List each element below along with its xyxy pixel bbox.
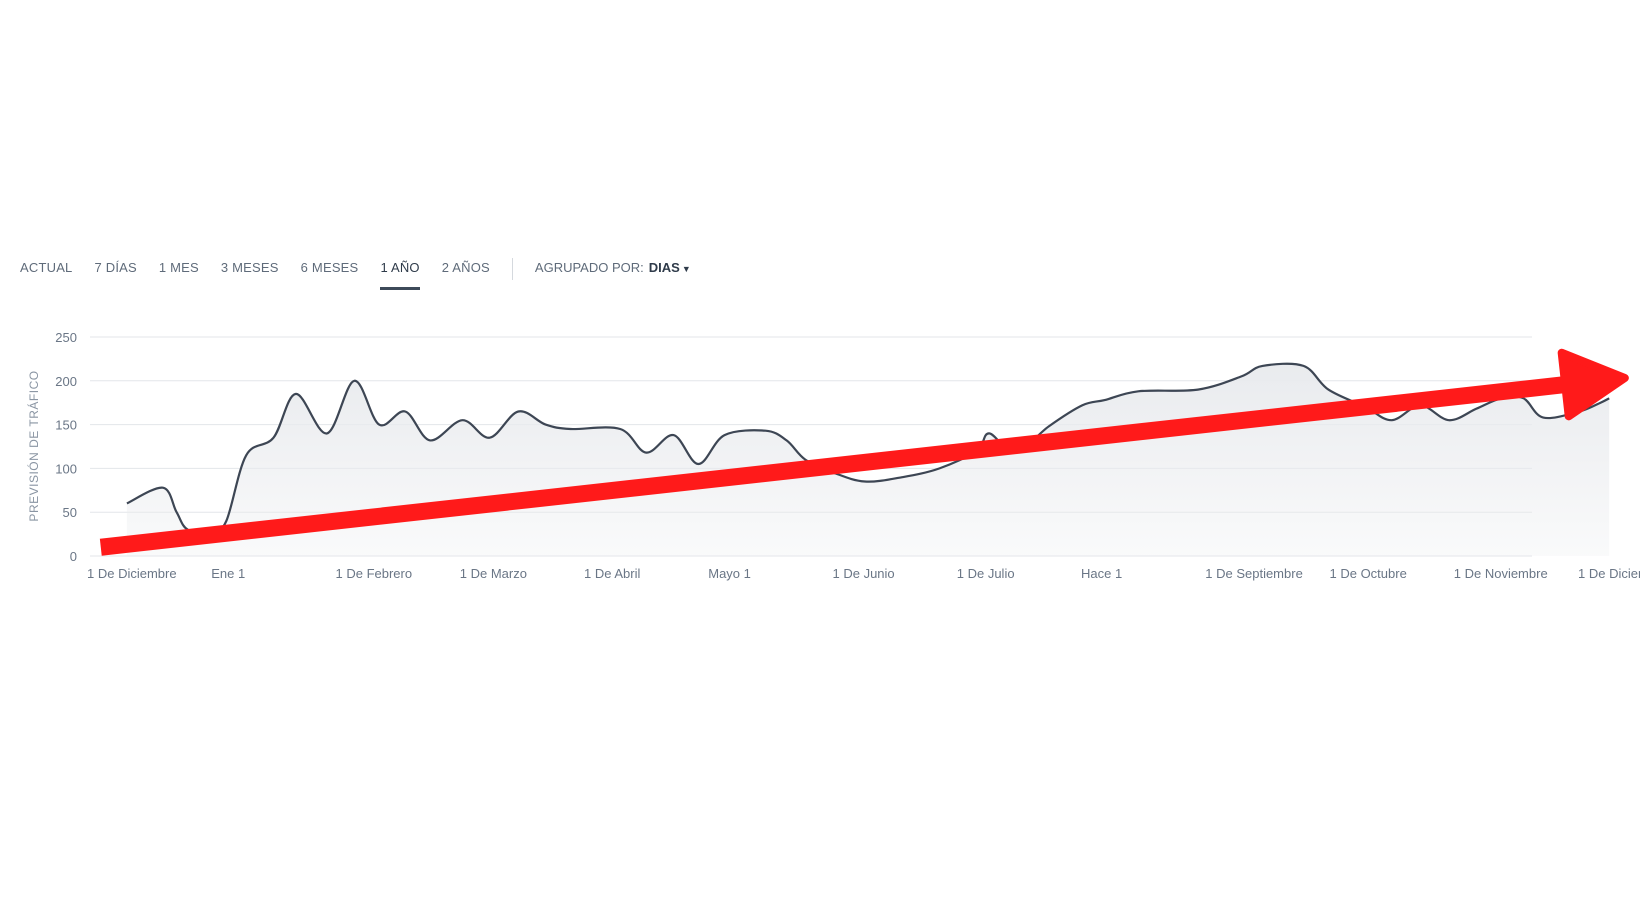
tab-7-días[interactable]: 7 DÍAS xyxy=(94,260,137,275)
grouping-dropdown[interactable]: AGRUPADO POR: DIAS ▼ xyxy=(535,258,691,279)
y-tick-label: 250 xyxy=(55,330,77,345)
time-range-tabs: ACTUAL 7 DÍAS 1 MES 3 MESES 6 MESES 1 AÑO 2 AÑ… xyxy=(20,258,691,298)
x-tick-label: 1 De Diciembre xyxy=(1578,566,1640,581)
tab-actual[interactable]: ACTUAL xyxy=(20,260,73,275)
x-tick-label: 1 De Noviembre xyxy=(1454,566,1548,581)
x-tick-label: 1 De Octubre xyxy=(1330,566,1407,581)
tab-1-mes[interactable]: 1 MES xyxy=(158,260,199,275)
tabs-divider xyxy=(511,258,513,280)
chevron-down-icon: ▼ xyxy=(681,264,691,274)
y-tick-label: 150 xyxy=(55,418,77,433)
tab-1-año[interactable]: 1 AÑO xyxy=(380,258,420,290)
x-tick-label: 1 De Septiembre xyxy=(1205,566,1303,581)
x-tick-label: 1 De Abril xyxy=(584,566,640,581)
x-tick-label: 1 De Diciembre xyxy=(87,566,177,581)
grouping-value: DIAS xyxy=(648,260,680,275)
x-tick-label: 1 De Junio xyxy=(833,566,895,581)
y-tick-label: 0 xyxy=(70,549,77,564)
y-tick-label: 50 xyxy=(63,505,77,520)
x-tick-label: Ene 1 xyxy=(211,566,245,581)
x-tick-label: 1 De Julio xyxy=(957,566,1015,581)
x-tick-label: 1 De Marzo xyxy=(460,566,527,581)
y-axis-label: PREVISIÓN DE TRÁFICO xyxy=(26,370,41,521)
tab-3-meses[interactable]: 3 MESES xyxy=(220,260,279,275)
x-tick-label: Hace 1 xyxy=(1081,566,1122,581)
trend-arrow-head xyxy=(1557,348,1629,421)
x-tick-label: Mayo 1 xyxy=(708,566,751,581)
x-tick-label: 1 De Febrero xyxy=(336,566,413,581)
arrow-layer xyxy=(99,348,1629,556)
tab-2-años[interactable]: 2 AÑOS xyxy=(441,260,490,275)
y-tick-label: 100 xyxy=(55,461,77,476)
y-tick-label: 200 xyxy=(55,374,77,389)
trend-arrow-shaft xyxy=(99,376,1567,556)
axis-layer: 1 De Diciembre Ene 1 1 De Febrero 1 De Marz… xyxy=(87,566,1640,581)
tab-6-meses[interactable]: 6 MESES xyxy=(300,260,359,275)
grouping-label: AGRUPADO POR: xyxy=(534,260,644,275)
